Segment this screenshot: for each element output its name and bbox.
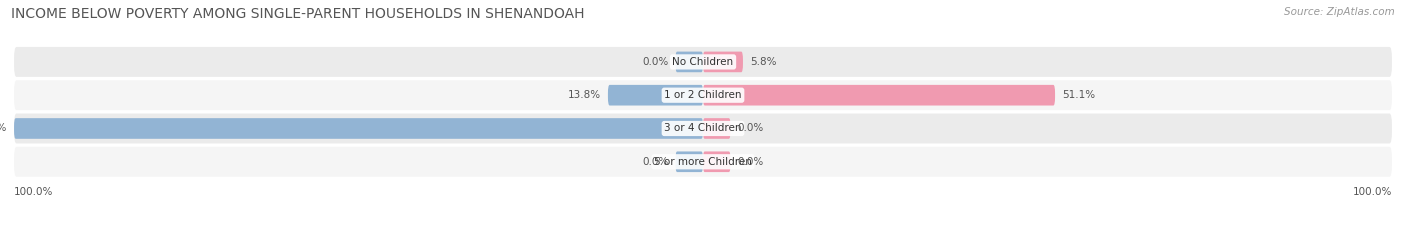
- Text: 100.0%: 100.0%: [1353, 187, 1392, 197]
- Text: INCOME BELOW POVERTY AMONG SINGLE-PARENT HOUSEHOLDS IN SHENANDOAH: INCOME BELOW POVERTY AMONG SINGLE-PARENT…: [11, 7, 585, 21]
- FancyBboxPatch shape: [14, 113, 1392, 144]
- Text: 0.0%: 0.0%: [643, 57, 669, 67]
- FancyBboxPatch shape: [703, 85, 1054, 106]
- FancyBboxPatch shape: [675, 151, 703, 172]
- FancyBboxPatch shape: [14, 147, 1392, 177]
- Text: 5.8%: 5.8%: [749, 57, 776, 67]
- Text: 5 or more Children: 5 or more Children: [654, 157, 752, 167]
- FancyBboxPatch shape: [703, 118, 731, 139]
- Text: Source: ZipAtlas.com: Source: ZipAtlas.com: [1284, 7, 1395, 17]
- FancyBboxPatch shape: [703, 151, 731, 172]
- Text: 51.1%: 51.1%: [1062, 90, 1095, 100]
- Text: 0.0%: 0.0%: [643, 157, 669, 167]
- Text: 0.0%: 0.0%: [738, 157, 763, 167]
- Text: 100.0%: 100.0%: [0, 123, 7, 134]
- FancyBboxPatch shape: [14, 80, 1392, 110]
- FancyBboxPatch shape: [607, 85, 703, 106]
- Text: 0.0%: 0.0%: [738, 123, 763, 134]
- FancyBboxPatch shape: [14, 47, 1392, 77]
- Text: 13.8%: 13.8%: [568, 90, 600, 100]
- FancyBboxPatch shape: [703, 51, 742, 72]
- Text: 100.0%: 100.0%: [14, 187, 53, 197]
- FancyBboxPatch shape: [14, 118, 703, 139]
- Text: 3 or 4 Children: 3 or 4 Children: [664, 123, 742, 134]
- FancyBboxPatch shape: [675, 51, 703, 72]
- Text: 1 or 2 Children: 1 or 2 Children: [664, 90, 742, 100]
- Text: No Children: No Children: [672, 57, 734, 67]
